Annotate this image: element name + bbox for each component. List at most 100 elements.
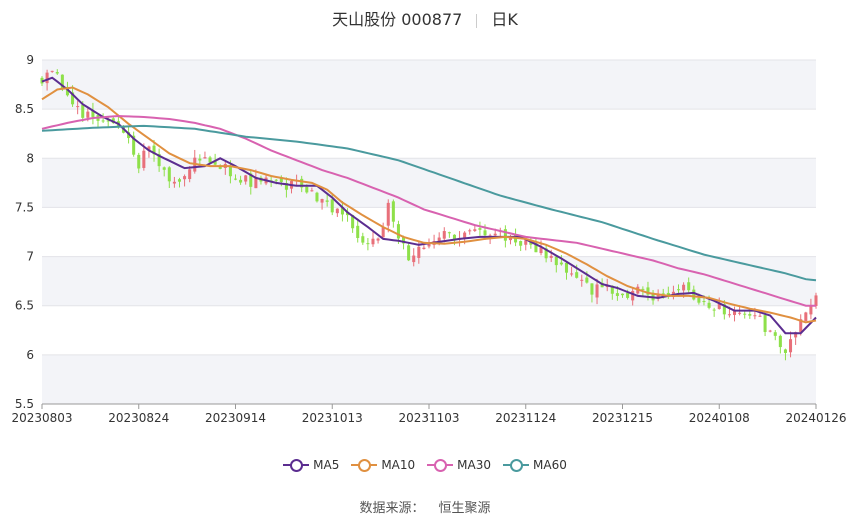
candle-body <box>534 243 538 253</box>
candle-body <box>142 150 146 168</box>
x-tick-label: 20231124 <box>495 411 556 425</box>
y-axis: 5.5 6 6.5 7 7.5 8 8.5 9 <box>15 53 34 411</box>
candle-body <box>753 315 757 317</box>
candle-body <box>203 157 207 159</box>
candle-body <box>727 314 731 316</box>
band <box>42 354 816 404</box>
legend-label: MA60 <box>533 458 567 472</box>
legend-label: MA10 <box>381 458 416 472</box>
candle-body <box>626 292 630 298</box>
candle-body <box>519 241 523 246</box>
period-label: 日K <box>491 10 518 29</box>
stock-name-code: 天山股份 000877 <box>332 10 463 29</box>
candle-body <box>717 304 721 309</box>
legend-marker <box>427 459 454 472</box>
candle-body <box>376 238 380 241</box>
candle-body <box>620 293 625 296</box>
candle-body <box>188 169 192 180</box>
candle-body <box>65 86 69 96</box>
candle-body <box>570 273 574 275</box>
candle-body <box>274 179 278 181</box>
candle-body <box>748 314 752 316</box>
candle-body <box>233 178 238 180</box>
candle-body <box>809 306 813 315</box>
data-source: 数据来源： 恒生聚源 <box>0 497 850 516</box>
candle-body <box>137 154 141 169</box>
candle-body <box>631 291 635 301</box>
candle-body <box>789 339 793 353</box>
candle-body <box>707 302 711 308</box>
candle-body <box>549 255 553 258</box>
legend-marker <box>351 459 378 472</box>
candle-body <box>656 293 660 299</box>
candle-body <box>244 175 248 182</box>
candle-body <box>712 309 716 311</box>
candle-body <box>147 146 151 151</box>
x-tick-label: 20240126 <box>785 411 846 425</box>
candle-body <box>468 230 472 232</box>
candle-body <box>422 247 426 250</box>
candle-body <box>590 283 594 295</box>
candle-body <box>325 200 329 202</box>
x-tick-label: 20240108 <box>689 411 750 425</box>
candle-body <box>386 202 390 226</box>
candle-body <box>55 72 59 74</box>
title-separator <box>476 13 478 28</box>
candle-body <box>544 248 548 259</box>
y-tick-label: 8 <box>26 151 34 165</box>
legend-item-ma30[interactable]: MA30 <box>427 458 491 472</box>
candle-body <box>213 160 217 165</box>
candle-body <box>335 208 339 214</box>
candle-body <box>463 232 467 238</box>
y-tick-label: 8.5 <box>15 102 34 116</box>
candle-body <box>315 192 319 202</box>
candle-body <box>503 229 507 241</box>
candle-body <box>478 228 482 230</box>
candle-body <box>412 255 416 263</box>
candle-body <box>172 181 176 184</box>
candle-body <box>676 289 681 291</box>
candle-body <box>239 179 243 183</box>
band <box>42 256 816 306</box>
y-tick-label: 6.5 <box>15 299 34 313</box>
candle-body <box>641 288 645 290</box>
candle-body <box>529 241 533 245</box>
candle-body <box>564 262 569 273</box>
legend-item-ma5[interactable]: MA5 <box>283 458 339 472</box>
candle-body <box>254 176 258 189</box>
candle-body <box>402 236 406 244</box>
y-tick-label: 5.5 <box>15 397 34 411</box>
y-tick-label: 9 <box>26 53 34 67</box>
candle-body <box>508 237 512 241</box>
x-axis: 20230803 20230824 20230914 20231013 20231103… <box>11 403 847 425</box>
candle-body <box>580 279 584 281</box>
candle-body <box>610 285 614 294</box>
candle-body <box>763 315 767 332</box>
x-tick-label: 20231103 <box>398 411 459 425</box>
candle-body <box>595 284 599 298</box>
legend-label: MA30 <box>457 458 492 472</box>
candle-body <box>682 284 686 291</box>
source-name: 恒生聚源 <box>438 501 491 516</box>
source-label: 数据来源： <box>359 501 425 516</box>
plot-background-bands <box>42 60 816 404</box>
candle-body <box>447 232 451 234</box>
x-tick-label: 20230914 <box>205 411 266 425</box>
candle-body <box>661 293 665 295</box>
legend: MA5 MA10 MA30 MA60 <box>0 458 850 474</box>
candle-body <box>177 179 182 182</box>
candle-body <box>310 190 314 192</box>
x-tick-label: 20230803 <box>11 411 72 425</box>
candle-body <box>773 332 777 336</box>
candle-body <box>279 177 283 182</box>
candle-body <box>76 106 80 108</box>
legend-item-ma10[interactable]: MA10 <box>351 458 415 472</box>
candle-body <box>804 312 808 322</box>
legend-item-ma60[interactable]: MA60 <box>503 458 567 472</box>
candle-body <box>646 287 650 295</box>
candle-body <box>575 272 579 278</box>
candle-body <box>356 225 360 239</box>
candle-body <box>697 298 701 303</box>
candle-body <box>783 349 787 353</box>
candle-body <box>814 295 818 307</box>
